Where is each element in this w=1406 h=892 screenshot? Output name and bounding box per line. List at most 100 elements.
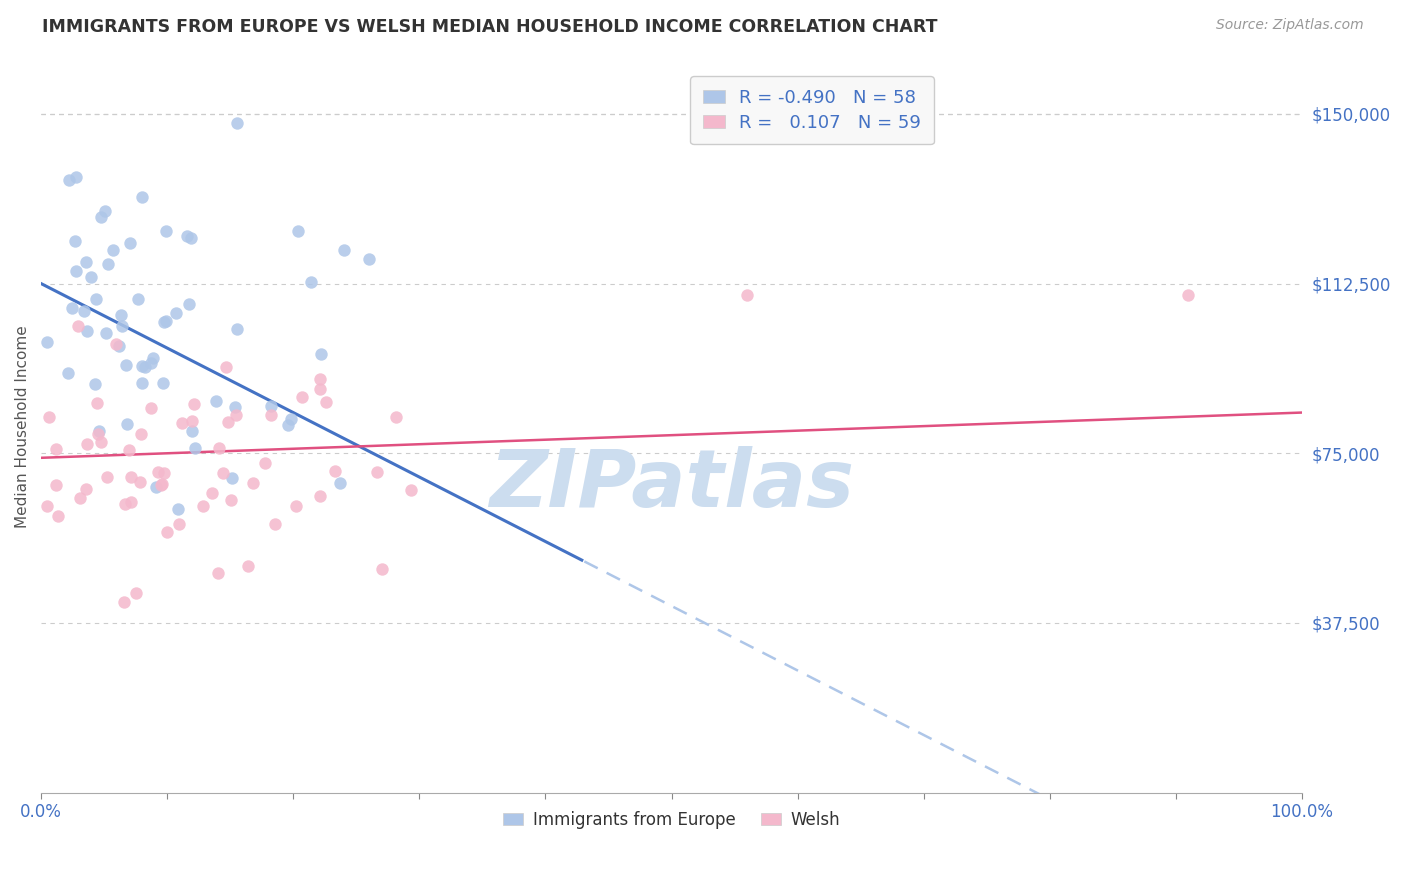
Point	[1177, 288, 1199, 302]
Point	[101, 243, 124, 257]
Point	[120, 495, 142, 509]
Point	[184, 441, 207, 455]
Point	[38, 409, 60, 424]
Point	[46, 508, 69, 523]
Point	[72, 304, 94, 318]
Point	[112, 595, 135, 609]
Point	[75, 482, 97, 496]
Point	[309, 372, 332, 386]
Point	[357, 252, 380, 266]
Point	[176, 229, 198, 244]
Point	[97, 257, 120, 271]
Point	[37, 334, 59, 349]
Point	[120, 236, 142, 251]
Point	[65, 263, 87, 277]
Point	[224, 400, 246, 414]
Point	[260, 408, 283, 422]
Point	[193, 499, 215, 513]
Point	[66, 319, 89, 334]
Point	[170, 417, 193, 431]
Point	[44, 477, 66, 491]
Point	[115, 359, 138, 373]
Point	[253, 456, 276, 470]
Text: IMMIGRANTS FROM EUROPE VS WELSH MEDIAN HOUSEHOLD INCOME CORRELATION CHART: IMMIGRANTS FROM EUROPE VS WELSH MEDIAN H…	[42, 18, 938, 36]
Point	[371, 562, 394, 576]
Point	[69, 491, 91, 505]
Point	[385, 409, 408, 424]
Point	[212, 466, 235, 480]
Point	[291, 390, 314, 404]
Point	[180, 231, 202, 245]
Point	[115, 417, 138, 431]
Point	[152, 376, 174, 391]
Point	[399, 483, 422, 498]
Point	[277, 418, 299, 433]
Text: Source: ZipAtlas.com: Source: ZipAtlas.com	[1216, 18, 1364, 32]
Point	[84, 292, 107, 306]
Point	[735, 288, 758, 302]
Point	[131, 376, 153, 391]
Point	[219, 493, 242, 508]
Point	[129, 427, 152, 442]
Point	[76, 437, 98, 451]
Point	[94, 203, 117, 218]
Point	[150, 477, 173, 491]
Point	[264, 517, 287, 532]
Point	[84, 376, 107, 391]
Point	[165, 306, 187, 320]
Point	[153, 315, 176, 329]
Point	[114, 497, 136, 511]
Point	[323, 464, 346, 478]
Point	[155, 313, 177, 327]
Point	[37, 500, 59, 514]
Point	[120, 469, 142, 483]
Point	[221, 471, 243, 485]
Point	[108, 339, 131, 353]
Point	[167, 501, 190, 516]
Point	[167, 516, 190, 531]
Point	[287, 224, 309, 238]
Point	[65, 170, 87, 185]
Point	[366, 465, 388, 479]
Point	[217, 416, 239, 430]
Text: ZIPatlas: ZIPatlas	[489, 446, 853, 524]
Point	[155, 224, 177, 238]
Point	[225, 322, 247, 336]
Point	[89, 424, 111, 438]
Point	[76, 325, 98, 339]
Point	[179, 297, 201, 311]
Point	[58, 366, 80, 380]
Point	[309, 382, 332, 396]
Point	[214, 359, 236, 374]
Point	[309, 347, 332, 361]
Point	[111, 319, 134, 334]
Point	[153, 467, 176, 481]
Point	[139, 401, 162, 415]
Legend: Immigrants from Europe, Welsh: Immigrants from Europe, Welsh	[496, 805, 846, 836]
Point	[201, 486, 224, 500]
Point	[146, 465, 169, 479]
Point	[80, 270, 103, 285]
Point	[139, 356, 162, 370]
Point	[285, 500, 308, 514]
Point	[145, 480, 167, 494]
Point	[280, 412, 302, 426]
Point	[149, 478, 172, 492]
Point	[156, 525, 179, 540]
Point	[329, 475, 352, 490]
Point	[236, 558, 259, 573]
Point	[45, 442, 67, 457]
Point	[332, 243, 354, 257]
Point	[260, 399, 283, 413]
Point	[110, 309, 132, 323]
Point	[131, 359, 153, 374]
Point	[315, 394, 337, 409]
Y-axis label: Median Household Income: Median Household Income	[15, 325, 30, 527]
Point	[96, 470, 118, 484]
Point	[96, 326, 118, 340]
Point	[207, 441, 229, 455]
Point	[90, 210, 112, 224]
Point	[58, 173, 80, 187]
Point	[242, 476, 264, 491]
Point	[90, 435, 112, 450]
